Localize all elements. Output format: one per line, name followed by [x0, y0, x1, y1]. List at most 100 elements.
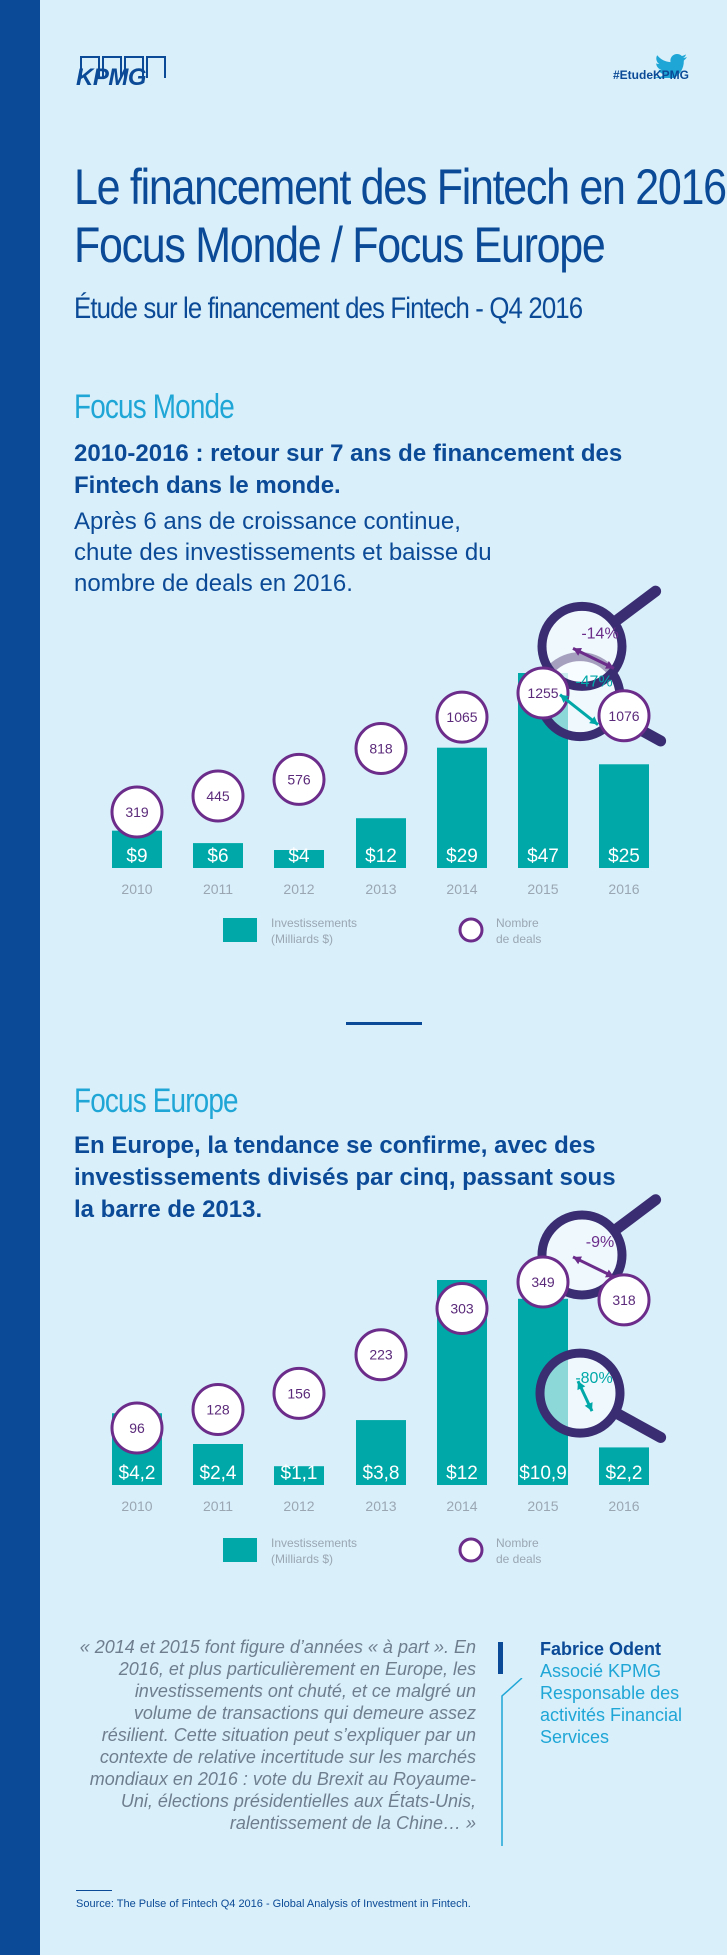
deal-circle-2013 [354, 1328, 408, 1382]
deal-label-2011: 445 [206, 788, 230, 804]
investments-change-arrow-head-end [584, 1402, 593, 1412]
quote-text: « 2014 et 2015 font figure d’années « à … [79, 1637, 476, 1833]
kpmg-logo-boxes [80, 56, 166, 78]
bar-value-2011: $6 [207, 846, 228, 867]
deal-label-2010: 96 [129, 1420, 145, 1436]
bar-value-2013: $3,8 [363, 1463, 400, 1484]
bar-2014 [437, 747, 487, 868]
magnifier-investments-lens [535, 1348, 625, 1438]
legend-label-deals-1: Nombre [496, 1536, 539, 1550]
deals-change-arrow-head-start [573, 1256, 582, 1265]
bar-value-2014: $12 [446, 1463, 478, 1484]
legend-label-deals-2: de deals [496, 1552, 541, 1566]
magnifier-deals-handle [611, 1194, 662, 1235]
investments-change-arrow-head-start [577, 1381, 586, 1391]
bar-value-2013: $12 [365, 846, 397, 867]
section-divider [346, 1022, 422, 1025]
kpmg-logo: KPMG [76, 56, 168, 92]
investments-change-arrow-shaft [559, 693, 599, 726]
deal-label-2015: 349 [531, 1274, 555, 1290]
deals-change-label: -9% [586, 1234, 614, 1251]
bar-2011 [193, 1444, 243, 1485]
author-role-4: Services [540, 1727, 610, 1747]
investments-change-arrow-head-end [589, 716, 598, 725]
deal-label-2013: 223 [369, 1347, 393, 1363]
section-label-monde: Focus Monde [74, 388, 235, 426]
twitter-hashtag: #EtudeKPMG [599, 54, 689, 94]
deals-change-arrow [572, 647, 615, 670]
bar-2013 [356, 1420, 406, 1485]
deal-label-2014: 303 [450, 1301, 474, 1317]
deal-circle-2010 [110, 785, 164, 839]
quote-bar [498, 1642, 503, 1674]
axis-label-2010: 2010 [121, 1498, 152, 1514]
legend-label-investments: Investissements [271, 916, 357, 930]
legend-swatch-investments [223, 1538, 257, 1562]
axis-label-2014: 2014 [446, 881, 477, 897]
magnifier-deals-handle [611, 585, 662, 626]
author-role-3: activités Financial [540, 1705, 683, 1725]
bar-value-2012: $1,1 [281, 1463, 318, 1484]
bar-value-2016: $25 [608, 846, 640, 867]
author-role-2: Responsable des [540, 1683, 680, 1703]
deal-circle-2016 [597, 689, 651, 743]
bar-2011 [193, 843, 243, 868]
deal-circle-2014 [435, 1282, 489, 1336]
axis-label-2013: 2013 [365, 1498, 396, 1514]
page-title-line1: Le financement des Fintech en 2016 [74, 159, 727, 215]
axis-label-2015: 2015 [527, 1498, 558, 1514]
deal-circle-2016 [597, 1273, 651, 1327]
deal-label-2015: 1255 [527, 685, 558, 701]
deal-label-2011: 128 [206, 1402, 230, 1418]
source-rule [76, 1890, 112, 1891]
investments-change-arrow-head-start [560, 694, 569, 703]
deal-circle-2012 [272, 1366, 326, 1420]
deal-circle-2012 [272, 752, 326, 806]
legend-swatch-deals [458, 1537, 484, 1563]
magnifier-deals-lens [537, 601, 627, 691]
bar-value-2014: $29 [446, 846, 478, 867]
chart-monde: 319 445 576 818 1065 1255 1076 $9 $6 $4 $12 $29 $47 $… [110, 585, 667, 946]
author-role-1: Associé KPMG [540, 1661, 662, 1681]
magnifier-investments-handle [613, 1408, 667, 1443]
legend-label-investments: Investissements [271, 1536, 357, 1550]
legend-swatch-investments [223, 918, 257, 942]
magnifier-investments [535, 1348, 667, 1443]
axis-label-2010: 2010 [121, 881, 152, 897]
deal-circle-2013 [354, 722, 408, 776]
left-sidebar-band [0, 0, 40, 1955]
deal-circle-2011 [191, 1383, 245, 1437]
deals-change-arrow-head-end [605, 661, 614, 669]
deals-change-label: -14% [581, 625, 618, 642]
quote-author: Fabrice Odent Associé KPMG Responsable d… [540, 1638, 700, 1748]
bar-2013 [356, 818, 406, 868]
legend-swatch-deals [458, 917, 484, 943]
twitter-hashtag-text: #EtudeKPMG [612, 68, 689, 82]
legend-unit-investments: (Milliards $) [271, 932, 333, 946]
investments-change-label: -80% [575, 1370, 612, 1387]
legend-unit-investments: (Milliards $) [271, 1552, 333, 1566]
investments-change-arrow [576, 1380, 594, 1412]
deal-circle-2014 [435, 690, 489, 744]
deal-label-2012: 576 [287, 771, 311, 787]
axis-label-2012: 2012 [283, 1498, 314, 1514]
magnifier-deals [537, 585, 662, 691]
chart-europe: 96 128 156 223 303 349 318 $4,2 $2,4 $1,1 $3,8 $12 $… [110, 1194, 667, 1566]
deal-circle-2011 [191, 769, 245, 823]
kpmg-logo-text: KPMG [76, 64, 147, 91]
bar-value-2010: $9 [126, 846, 147, 867]
deal-label-2012: 156 [287, 1385, 311, 1401]
bar-value-2015: $47 [527, 846, 559, 867]
section-heading-europe: En Europe, la tendance se confirme, avec… [74, 1132, 616, 1223]
axis-label-2012: 2012 [283, 881, 314, 897]
bar-value-2012: $4 [288, 846, 310, 867]
deal-label-2014: 1065 [446, 709, 477, 725]
section-label-europe: Focus Europe [74, 1082, 239, 1120]
deal-circle-2015 [516, 1255, 570, 1309]
deal-label-2010: 319 [125, 804, 149, 820]
legend-label-deals-2: de deals [496, 932, 541, 946]
page-subtitle: Étude sur le financement des Fintech - Q… [74, 292, 583, 325]
deals-change-arrow [572, 1255, 615, 1279]
deal-label-2016: 318 [612, 1292, 636, 1308]
bar-value-2016: $2,2 [606, 1463, 643, 1484]
